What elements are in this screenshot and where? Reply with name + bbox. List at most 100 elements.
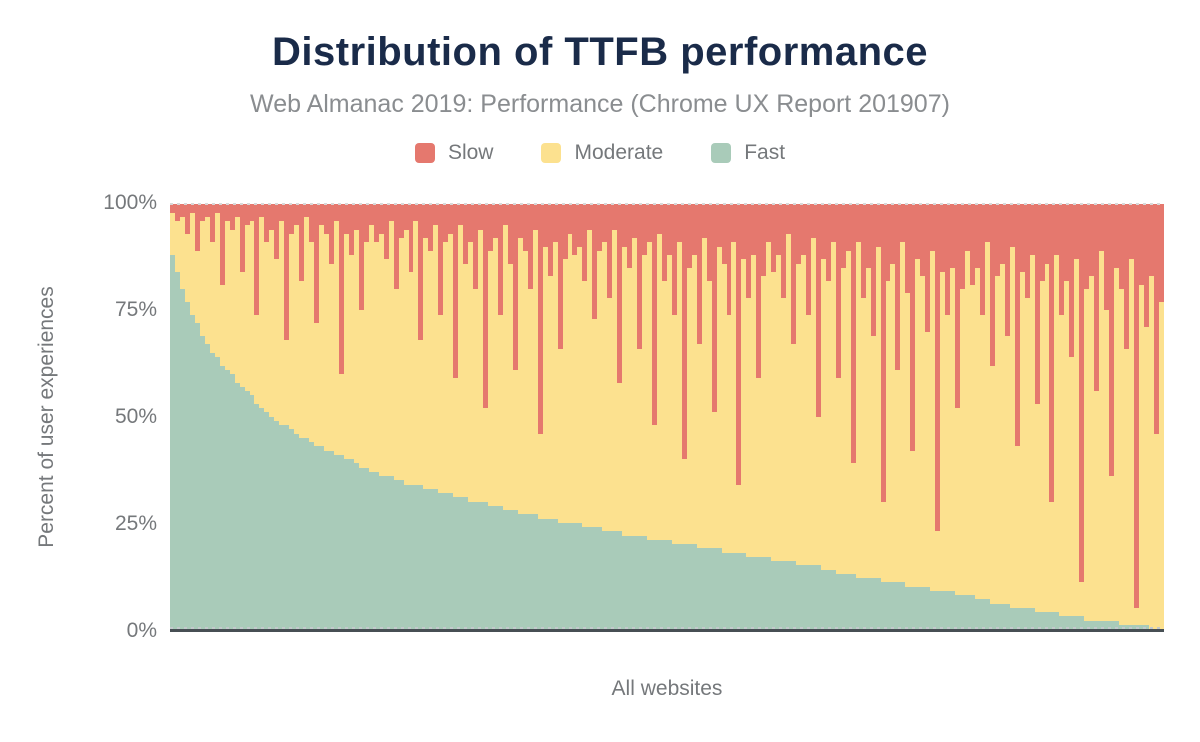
bar-segment-moderate bbox=[925, 331, 931, 587]
bar bbox=[1084, 204, 1090, 629]
bar-segment-fast bbox=[1074, 616, 1080, 629]
bar-segment-slow bbox=[443, 204, 449, 243]
bar-segment-moderate bbox=[259, 216, 265, 408]
bar-segment-fast bbox=[1104, 620, 1110, 629]
bar bbox=[219, 204, 225, 629]
bar-segment-slow bbox=[254, 204, 260, 315]
bar-segment-fast bbox=[1143, 624, 1149, 629]
bar-segment-slow bbox=[637, 204, 643, 349]
bar bbox=[766, 204, 772, 629]
bar-segment-fast bbox=[960, 595, 965, 629]
bar-segment-moderate bbox=[433, 225, 439, 489]
gridline-100 bbox=[170, 203, 1164, 205]
bar bbox=[309, 204, 315, 629]
bar-segment-moderate bbox=[353, 229, 359, 464]
bar-segment-slow bbox=[1069, 204, 1075, 357]
bar bbox=[1069, 204, 1075, 629]
y-tick-0: 0% bbox=[126, 619, 157, 642]
bar-segment-moderate bbox=[463, 263, 469, 498]
bar-segment-slow bbox=[845, 204, 851, 251]
bar-segment-moderate bbox=[746, 297, 752, 557]
bar-segment-fast bbox=[1039, 612, 1045, 629]
bar-segment-fast bbox=[870, 578, 876, 629]
bar-segment-slow bbox=[1128, 204, 1134, 260]
bar bbox=[1019, 204, 1025, 629]
bar-segment-slow bbox=[299, 204, 305, 281]
bar-segment-moderate bbox=[398, 238, 404, 481]
bar-segment-moderate bbox=[324, 233, 329, 451]
bar-segment-fast bbox=[706, 548, 712, 629]
bar bbox=[815, 204, 821, 629]
bar bbox=[880, 204, 886, 629]
bar bbox=[895, 204, 901, 629]
bar-segment-fast bbox=[557, 522, 563, 629]
bar-segment-fast bbox=[1119, 624, 1124, 629]
bar bbox=[1014, 204, 1020, 629]
bar-segment-fast bbox=[264, 412, 270, 629]
bar-segment-moderate bbox=[701, 238, 707, 549]
y-tick-100: 100% bbox=[103, 191, 157, 214]
bar-segment-slow bbox=[806, 204, 811, 315]
bar-segment-fast bbox=[731, 552, 737, 629]
bar bbox=[666, 204, 672, 629]
bar-segment-fast bbox=[492, 505, 498, 629]
bar-segment-moderate bbox=[955, 408, 961, 595]
bar bbox=[984, 204, 990, 629]
bar-segment-slow bbox=[279, 204, 285, 221]
bar-segment-moderate bbox=[895, 369, 901, 583]
bar-segment-fast bbox=[542, 518, 548, 629]
legend-swatch-moderate-icon bbox=[541, 143, 562, 163]
bar-segment-slow bbox=[935, 204, 941, 532]
bar bbox=[468, 204, 474, 629]
bar-segment-slow bbox=[428, 204, 434, 251]
bar-segment-fast bbox=[984, 599, 990, 629]
bar bbox=[517, 204, 523, 629]
bar-segment-slow bbox=[488, 204, 493, 251]
bar bbox=[453, 204, 459, 629]
bar-segment-slow bbox=[801, 204, 806, 255]
bar bbox=[423, 204, 429, 629]
bar-segment-moderate bbox=[562, 259, 568, 523]
bar bbox=[776, 204, 782, 629]
bar-segment-moderate bbox=[597, 250, 603, 527]
bar-segment-slow bbox=[940, 204, 946, 272]
bar bbox=[731, 204, 737, 629]
bar-segment-slow bbox=[701, 204, 707, 238]
bar-segment-slow bbox=[965, 204, 970, 251]
bar-segment-moderate bbox=[1034, 403, 1040, 612]
bar-segment-slow bbox=[189, 204, 195, 213]
bar bbox=[1104, 204, 1110, 629]
bar bbox=[632, 204, 638, 629]
bar-segment-moderate bbox=[1109, 476, 1115, 621]
bar bbox=[850, 204, 856, 629]
bar bbox=[607, 204, 613, 629]
bar bbox=[393, 204, 399, 629]
bar-segment-moderate bbox=[815, 416, 821, 566]
bar-segment-fast bbox=[199, 335, 205, 629]
bar-segment-moderate bbox=[363, 242, 369, 468]
bar bbox=[294, 204, 300, 629]
bar-segment-slow bbox=[647, 204, 652, 243]
bar-segment-slow bbox=[1114, 204, 1120, 268]
bar-segment-slow bbox=[249, 204, 255, 221]
bar-segment-moderate bbox=[681, 459, 687, 544]
bar bbox=[741, 204, 747, 629]
bar bbox=[1064, 204, 1070, 629]
bar-segment-slow bbox=[388, 204, 394, 221]
bar bbox=[368, 204, 374, 629]
bar-segment-moderate bbox=[547, 276, 553, 519]
bar-segment-moderate bbox=[905, 293, 911, 587]
bar bbox=[428, 204, 434, 629]
bar-segment-fast bbox=[994, 603, 1000, 629]
bar-segment-moderate bbox=[1054, 255, 1060, 612]
bar bbox=[507, 204, 513, 629]
bar bbox=[920, 204, 926, 629]
bar-segment-fast bbox=[378, 476, 384, 629]
bar-segment-fast bbox=[686, 544, 692, 629]
bar-segment-moderate bbox=[199, 221, 205, 336]
bar-segment-fast bbox=[810, 565, 816, 629]
bar-segment-fast bbox=[408, 484, 414, 629]
bar-segment-moderate bbox=[607, 297, 613, 532]
bar-segment-fast bbox=[269, 416, 275, 629]
bar-segment-slow bbox=[438, 204, 444, 315]
